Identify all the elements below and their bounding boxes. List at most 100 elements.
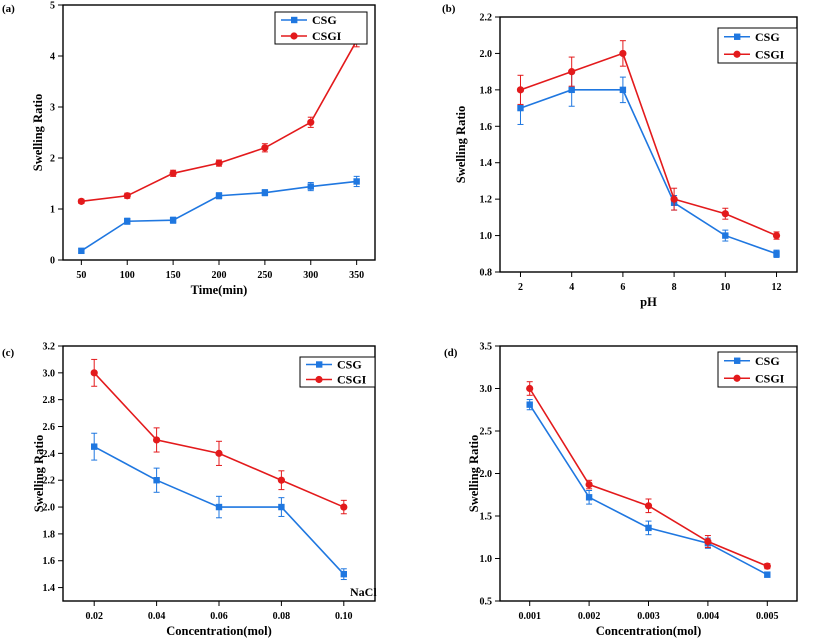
y-tick-label: 2 xyxy=(50,154,55,165)
y-tick-label: 3.0 xyxy=(480,384,493,395)
series-line xyxy=(93,372,345,508)
y-tick-label: 2.4 xyxy=(43,449,56,460)
y-tick-label: 3.2 xyxy=(43,342,56,353)
plot-frame xyxy=(499,16,798,273)
series-csgi xyxy=(526,381,771,570)
y-tick-label: 2.6 xyxy=(43,422,56,433)
x-axis-title: Concentration(mol) xyxy=(166,624,272,638)
y-tick-label: 1.0 xyxy=(480,231,493,242)
data-point xyxy=(277,476,285,484)
series-line xyxy=(520,52,777,237)
x-tick-label: 10 xyxy=(720,282,730,293)
series-csg xyxy=(91,432,347,581)
y-tick-label: 3 xyxy=(50,103,55,114)
data-point xyxy=(764,571,771,578)
y-axis-title: Swelling Ratio xyxy=(31,94,45,171)
data-point xyxy=(78,247,85,255)
x-tick-label: 300 xyxy=(303,270,318,281)
y-axis-title: Swelling Ratio xyxy=(454,106,468,183)
legend-frame xyxy=(299,356,376,388)
x-tick-label: 12 xyxy=(772,282,782,293)
legend-marker xyxy=(734,357,741,364)
y-tick-label: 1.6 xyxy=(480,122,493,133)
data-point xyxy=(763,562,771,570)
y-tick-label: 1.8 xyxy=(480,85,493,96)
x-tick-label: 0.002 xyxy=(578,611,601,622)
data-point xyxy=(644,502,653,510)
y-tick-label: 3.0 xyxy=(43,368,56,379)
series-csg xyxy=(526,399,771,578)
data-point xyxy=(704,537,712,546)
y-tick-label: 2.0 xyxy=(480,469,493,480)
legend-marker xyxy=(291,16,298,24)
series-line xyxy=(81,40,358,203)
data-point xyxy=(153,436,161,444)
legend-frame xyxy=(717,27,798,64)
series-csg xyxy=(517,72,780,258)
x-tick-label: 8 xyxy=(672,282,677,293)
y-tick-label: 2.2 xyxy=(480,13,493,24)
data-point xyxy=(261,144,269,152)
series-csgi xyxy=(90,358,348,515)
y-axis-title: Swelling Ratio xyxy=(32,435,46,512)
data-point xyxy=(91,443,98,450)
y-tick-label: 0 xyxy=(50,256,55,267)
series-csgi xyxy=(77,34,361,205)
x-tick-label: 150 xyxy=(166,270,181,281)
x-axis-title: pH xyxy=(640,295,657,309)
data-point xyxy=(77,197,85,205)
legend-label: CSG xyxy=(755,354,780,368)
data-point xyxy=(568,68,576,76)
x-tick-label: 0.02 xyxy=(85,611,103,622)
data-point xyxy=(340,503,348,511)
x-tick-label: 250 xyxy=(257,270,272,281)
x-tick-label: 0.08 xyxy=(273,611,291,622)
legend: CSG CSGI xyxy=(717,351,798,388)
legend-label: CSGI xyxy=(337,373,367,387)
y-tick-label: 1.6 xyxy=(43,556,56,567)
data-point xyxy=(90,369,98,377)
data-point xyxy=(215,503,223,511)
data-point xyxy=(353,178,360,185)
annotation-label: NaCl xyxy=(350,585,377,599)
data-point xyxy=(585,494,593,501)
series-line xyxy=(529,388,768,567)
data-point xyxy=(123,192,131,200)
data-point xyxy=(215,449,223,457)
panel-label: (d) xyxy=(444,347,458,359)
x-tick-label: 0.10 xyxy=(335,611,353,622)
data-point xyxy=(124,218,131,225)
y-tick-label: 2.2 xyxy=(43,476,56,487)
legend-label: CSG xyxy=(312,13,337,27)
legend-label: CSG xyxy=(337,358,362,372)
chart-panel-2: (b) 2 4 6 8 10 12 0.8 1.0 1.2 1.4 1.6 1.8 2.0 2.2 pH Swe… xyxy=(442,3,798,309)
y-tick-label: 1.8 xyxy=(43,529,56,540)
panel-label: (c) xyxy=(2,347,15,359)
y-tick-label: 2.0 xyxy=(480,49,493,60)
legend-label: CSG xyxy=(755,30,780,44)
x-tick-label: 0.04 xyxy=(148,611,166,622)
legend-marker xyxy=(734,33,741,40)
y-tick-label: 0.5 xyxy=(480,597,493,608)
data-point xyxy=(585,480,593,489)
y-tick-label: 3.5 xyxy=(480,342,493,353)
series-csgi xyxy=(516,40,781,240)
data-point xyxy=(619,49,627,58)
series-line xyxy=(80,180,357,252)
legend-marker xyxy=(290,32,298,40)
chart-panel-1: (a) 50 100 150 200 250 300 350 0 1 2 3 4 5 Time(min) Sw… xyxy=(2,1,376,297)
legend-marker xyxy=(316,361,323,368)
data-point xyxy=(526,384,534,393)
y-tick-label: 1.0 xyxy=(480,554,493,565)
y-tick-label: 4 xyxy=(50,52,55,63)
chart-panel-3: (c) 0.02 0.04 0.06 0.08 0.10 1.4 1.6 1.8 2.0 2.2 2.… xyxy=(2,342,377,639)
x-tick-label: 4 xyxy=(569,282,574,293)
legend-marker xyxy=(733,374,741,382)
legend: CSG CSGI xyxy=(274,11,368,45)
data-point xyxy=(773,250,780,257)
x-tick-label: 0.004 xyxy=(697,611,720,622)
data-point xyxy=(307,118,315,126)
x-tick-label: 200 xyxy=(212,270,227,281)
data-point xyxy=(516,86,525,94)
